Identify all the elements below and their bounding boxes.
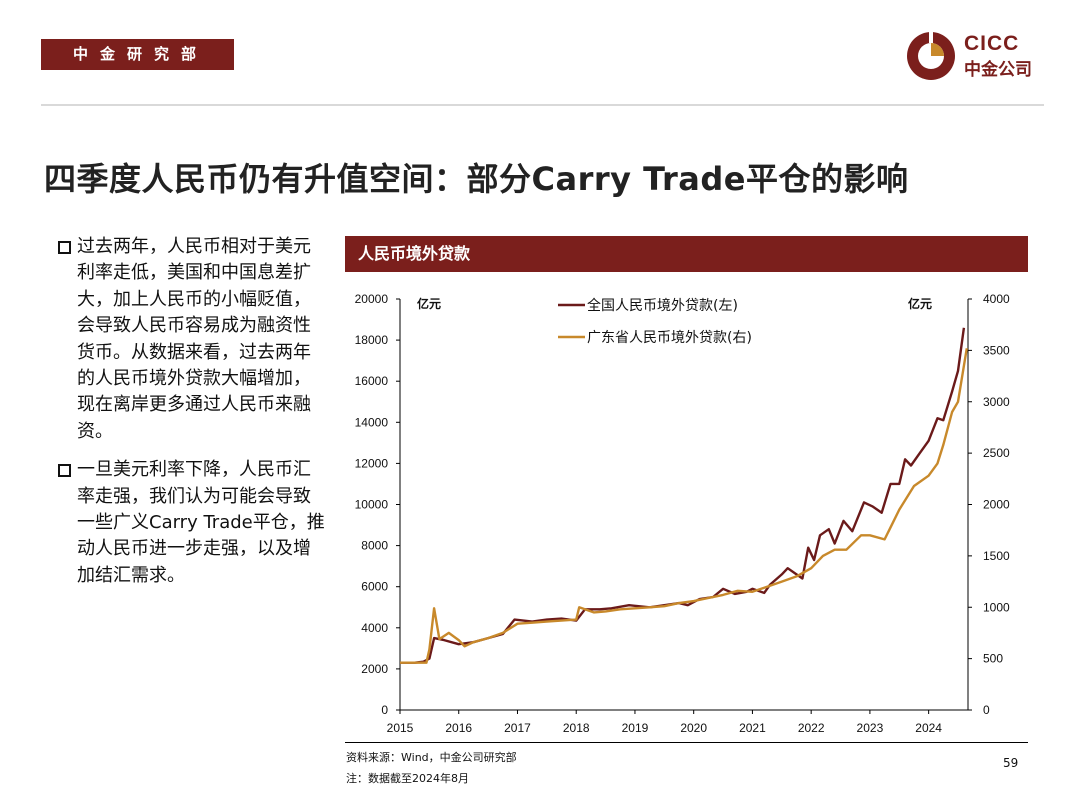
series-line-national [400, 327, 966, 664]
left-y-tick-label: 2000 [361, 662, 388, 676]
footer-divider [345, 742, 1028, 743]
left-y-tick-label: 8000 [361, 539, 388, 553]
loan-line-chart: 0200040006000800010000120001400016000180… [355, 292, 1010, 735]
x-tick-label: 2017 [504, 721, 531, 735]
x-tick-label: 2023 [857, 721, 884, 735]
legend-label: 广东省人民币境外贷款(右) [587, 330, 752, 346]
header-divider [41, 104, 1044, 106]
x-tick-label: 2016 [445, 721, 472, 735]
page-title: 四季度人民币仍有升值空间：部分Carry Trade平仓的影响 [44, 160, 909, 198]
bullet-text: 过去两年，人民币相对于美元利率走低，美国和中国息差扩大，加上人民币的小幅贬值，会… [77, 236, 311, 442]
left-y-tick-label: 4000 [361, 621, 388, 635]
data-cutoff-note: 注：数据截至2024年8月 [346, 772, 469, 785]
bullet-item: 一旦美元利率下降，人民币汇率走强，我们认为可能会导致一些广义Carry Trad… [58, 457, 328, 589]
logo-latin-text: CICC [964, 32, 1020, 55]
source-note: 资料来源：Wind，中金公司研究部 [346, 751, 517, 764]
legend-label: 全国人民币境外贷款(左) [587, 297, 738, 314]
left-y-tick-label: 18000 [355, 333, 389, 347]
series-line-guangdong [400, 348, 968, 664]
department-tag: 中金研究部 [41, 39, 234, 70]
bullet-list: 过去两年，人民币相对于美元利率走低，美国和中国息差扩大，加上人民币的小幅贬值，会… [58, 234, 328, 601]
right-y-tick-label: 4000 [983, 292, 1010, 306]
left-y-tick-label: 6000 [361, 580, 388, 594]
x-tick-label: 2019 [622, 721, 649, 735]
left-y-tick-label: 16000 [355, 374, 389, 388]
left-y-tick-label: 20000 [355, 292, 389, 306]
right-y-tick-label: 1500 [983, 549, 1010, 563]
left-y-tick-label: 12000 [355, 456, 389, 470]
right-y-tick-label: 2500 [983, 446, 1010, 460]
x-tick-label: 2018 [563, 721, 590, 735]
logo-chinese-text: 中金公司 [964, 60, 1032, 80]
chart-panel-title: 人民币境外贷款 [345, 236, 1028, 272]
x-tick-label: 2015 [387, 721, 414, 735]
right-y-tick-label: 3000 [983, 395, 1010, 409]
bullet-item: 过去两年，人民币相对于美元利率走低，美国和中国息差扩大，加上人民币的小幅贬值，会… [58, 234, 328, 445]
page-number: 59 [1003, 756, 1019, 770]
bullet-square-icon [58, 241, 71, 254]
x-tick-label: 2024 [915, 721, 942, 735]
left-y-tick-label: 0 [381, 703, 388, 717]
x-tick-label: 2020 [680, 721, 707, 735]
x-tick-label: 2022 [798, 721, 825, 735]
cicc-logo-mark-icon [907, 32, 955, 80]
right-y-tick-label: 0 [983, 703, 990, 717]
bullet-square-icon [58, 464, 71, 478]
x-tick-label: 2021 [739, 721, 766, 735]
left-unit-label: 亿元 [417, 296, 441, 311]
right-y-tick-label: 1000 [983, 600, 1010, 614]
bullet-text: 一旦美元利率下降，人民币汇率走强，我们认为可能会导致一些广义Carry Trad… [77, 459, 325, 586]
left-y-tick-label: 10000 [355, 498, 389, 512]
right-unit-label: 亿元 [908, 296, 932, 311]
cicc-logo: CICC 中金公司 [905, 30, 1045, 80]
left-y-tick-label: 14000 [355, 415, 389, 429]
right-y-tick-label: 3500 [983, 343, 1010, 357]
right-y-tick-label: 500 [983, 652, 1003, 666]
right-y-tick-label: 2000 [983, 498, 1010, 512]
